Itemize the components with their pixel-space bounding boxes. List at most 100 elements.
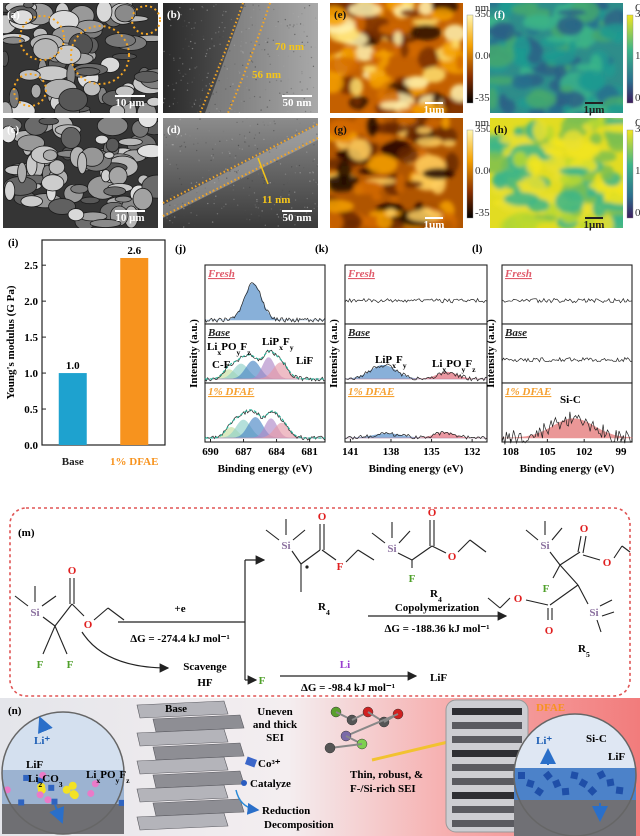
afm-grain: [370, 122, 407, 135]
tem-grain: [250, 41, 252, 43]
afm-grain: [430, 8, 454, 21]
bond: [14, 595, 29, 607]
afm-grain: [554, 189, 585, 214]
tem-grain: [222, 130, 225, 133]
cobalt-ion: [244, 756, 258, 768]
tem-grain: [312, 160, 314, 162]
lif-particle: [615, 786, 624, 795]
energy-label: ΔG = -274.4 kJ mol⁻¹: [130, 633, 230, 645]
formula-part: CO: [42, 773, 59, 785]
tem-grain: [244, 212, 246, 215]
tem-grain: [190, 212, 192, 214]
tem-grain: [237, 144, 240, 147]
tem-grain: [194, 197, 197, 199]
atom-label: O: [580, 523, 589, 535]
panel-label: (n): [8, 705, 22, 717]
tem-grain: [292, 12, 295, 15]
tem-grain: [194, 42, 196, 44]
tem-grain: [316, 165, 318, 167]
particle: [58, 87, 88, 112]
spectrum-box: [344, 264, 488, 325]
tem-grain: [222, 30, 225, 32]
cathode-layer: [152, 714, 245, 733]
afm-grain: [501, 99, 516, 113]
tem-grain: [189, 203, 191, 206]
species-label: Li2CO3: [28, 773, 63, 789]
tem-grain: [196, 214, 198, 217]
formula-part: F: [396, 354, 403, 366]
peak-annotation: C-F: [212, 359, 231, 371]
circle-outline: [1, 711, 125, 835]
afm-texture: [330, 118, 459, 228]
state-label: Fresh: [504, 268, 532, 280]
cathode-layer: [136, 728, 229, 747]
atom-label: F: [337, 561, 344, 573]
reagent-label: +e: [174, 603, 185, 615]
tem-grain: [229, 50, 231, 52]
state-label: 1% DFAE: [208, 386, 254, 398]
tem-grain: [212, 93, 214, 95]
tem-grain: [212, 157, 215, 159]
dfae-interface: [514, 714, 636, 836]
afm-grain: [604, 189, 623, 205]
afm-grain: [511, 3, 538, 16]
tem-grain: [310, 46, 312, 48]
tem-grain: [215, 40, 217, 42]
afm-grain: [330, 56, 360, 74]
tem-grain: [167, 10, 170, 12]
scale-bar-label: 50 nm: [282, 212, 311, 224]
tem-grain: [248, 27, 250, 30]
tem-grain: [314, 17, 317, 19]
cathode-layer: [152, 798, 245, 817]
tem-grain: [295, 165, 298, 167]
bond: [398, 530, 411, 544]
formula-part: F: [240, 341, 247, 353]
afm-grain: [416, 137, 443, 148]
tem-grain: [238, 148, 241, 150]
afm-grain: [397, 147, 419, 164]
tem-grain: [290, 87, 293, 90]
atom-label: O: [84, 619, 93, 631]
species-label: LiF: [608, 751, 625, 763]
tem-grain: [172, 144, 174, 146]
lipof-particle: [3, 786, 11, 794]
tem-grain: [258, 215, 260, 217]
afm-texture: [330, 3, 463, 113]
formula-part: PO: [221, 341, 237, 353]
afm-grain: [422, 67, 446, 83]
tem-grain: [309, 180, 311, 182]
tem-grain: [275, 147, 278, 149]
x-tick-label: 138: [383, 446, 400, 458]
tem-grain: [211, 38, 213, 40]
tem-grain: [180, 79, 182, 81]
tem-grain: [238, 111, 241, 113]
tem-grain: [252, 8, 255, 11]
lif-particle: [543, 770, 553, 781]
afm-grain: [378, 23, 412, 35]
afm-grain: [568, 40, 577, 55]
tem-grain: [237, 204, 239, 206]
atom-label: Si: [281, 540, 290, 552]
tem-grain: [261, 48, 263, 51]
tem-grain: [221, 21, 223, 24]
value-label: 2.6: [127, 245, 141, 257]
particle: [74, 67, 101, 76]
tem-grain: [303, 167, 305, 169]
subscript: y: [237, 348, 241, 357]
tem-grain: [304, 206, 306, 208]
subscript: y: [462, 365, 466, 374]
lithium-metal: [514, 800, 636, 836]
tem-grain: [184, 73, 186, 75]
peak-annotation: LiF: [296, 355, 313, 367]
tem-grain: [229, 152, 231, 155]
tem-grain: [202, 7, 204, 9]
particle: [48, 198, 76, 215]
scale-bar-label: 10 μm: [115, 212, 144, 224]
tem-grain: [213, 181, 216, 184]
tem-grain: [198, 74, 201, 76]
scale-bar-label: 1μm: [424, 104, 445, 116]
scheme-frame: [9, 507, 631, 697]
tem-grain: [276, 213, 278, 216]
particle: [118, 137, 143, 147]
